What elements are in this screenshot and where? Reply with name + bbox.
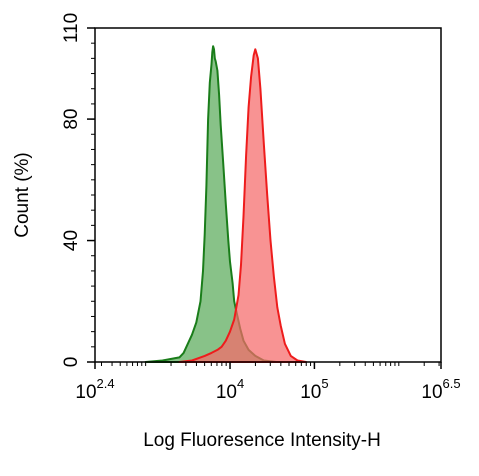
x-tick-base: 10	[75, 382, 96, 403]
x-tick-label: 104	[216, 376, 244, 403]
x-tick-exponent: 6.5	[443, 376, 461, 391]
x-axis: 102.4 104 105 106.5	[75, 362, 461, 403]
x-tick-base: 10	[216, 382, 237, 403]
x-tick-exponent: 2.4	[97, 376, 115, 391]
y-tick-label: 0	[61, 357, 82, 368]
x-tick-exponent: 5	[321, 376, 328, 391]
x-tick-exponent: 4	[237, 376, 244, 391]
series-2-area	[178, 48, 307, 363]
y-tick-label: 40	[61, 230, 82, 251]
x-tick-label: 105	[300, 376, 328, 403]
x-tick-base: 10	[300, 382, 321, 403]
x-tick-base: 10	[421, 382, 442, 403]
x-tick-label: 102.4	[75, 376, 114, 403]
series-layer	[144, 45, 307, 363]
y-tick-label: 110	[61, 13, 82, 43]
y-axis: 0 40 80 110	[61, 13, 95, 367]
y-axis-label: Count (%)	[12, 152, 33, 238]
x-axis-label: Log Fluoresence Intensity-H	[143, 430, 381, 451]
y-tick-label: 80	[61, 109, 82, 130]
x-tick-label: 106.5	[421, 376, 460, 403]
